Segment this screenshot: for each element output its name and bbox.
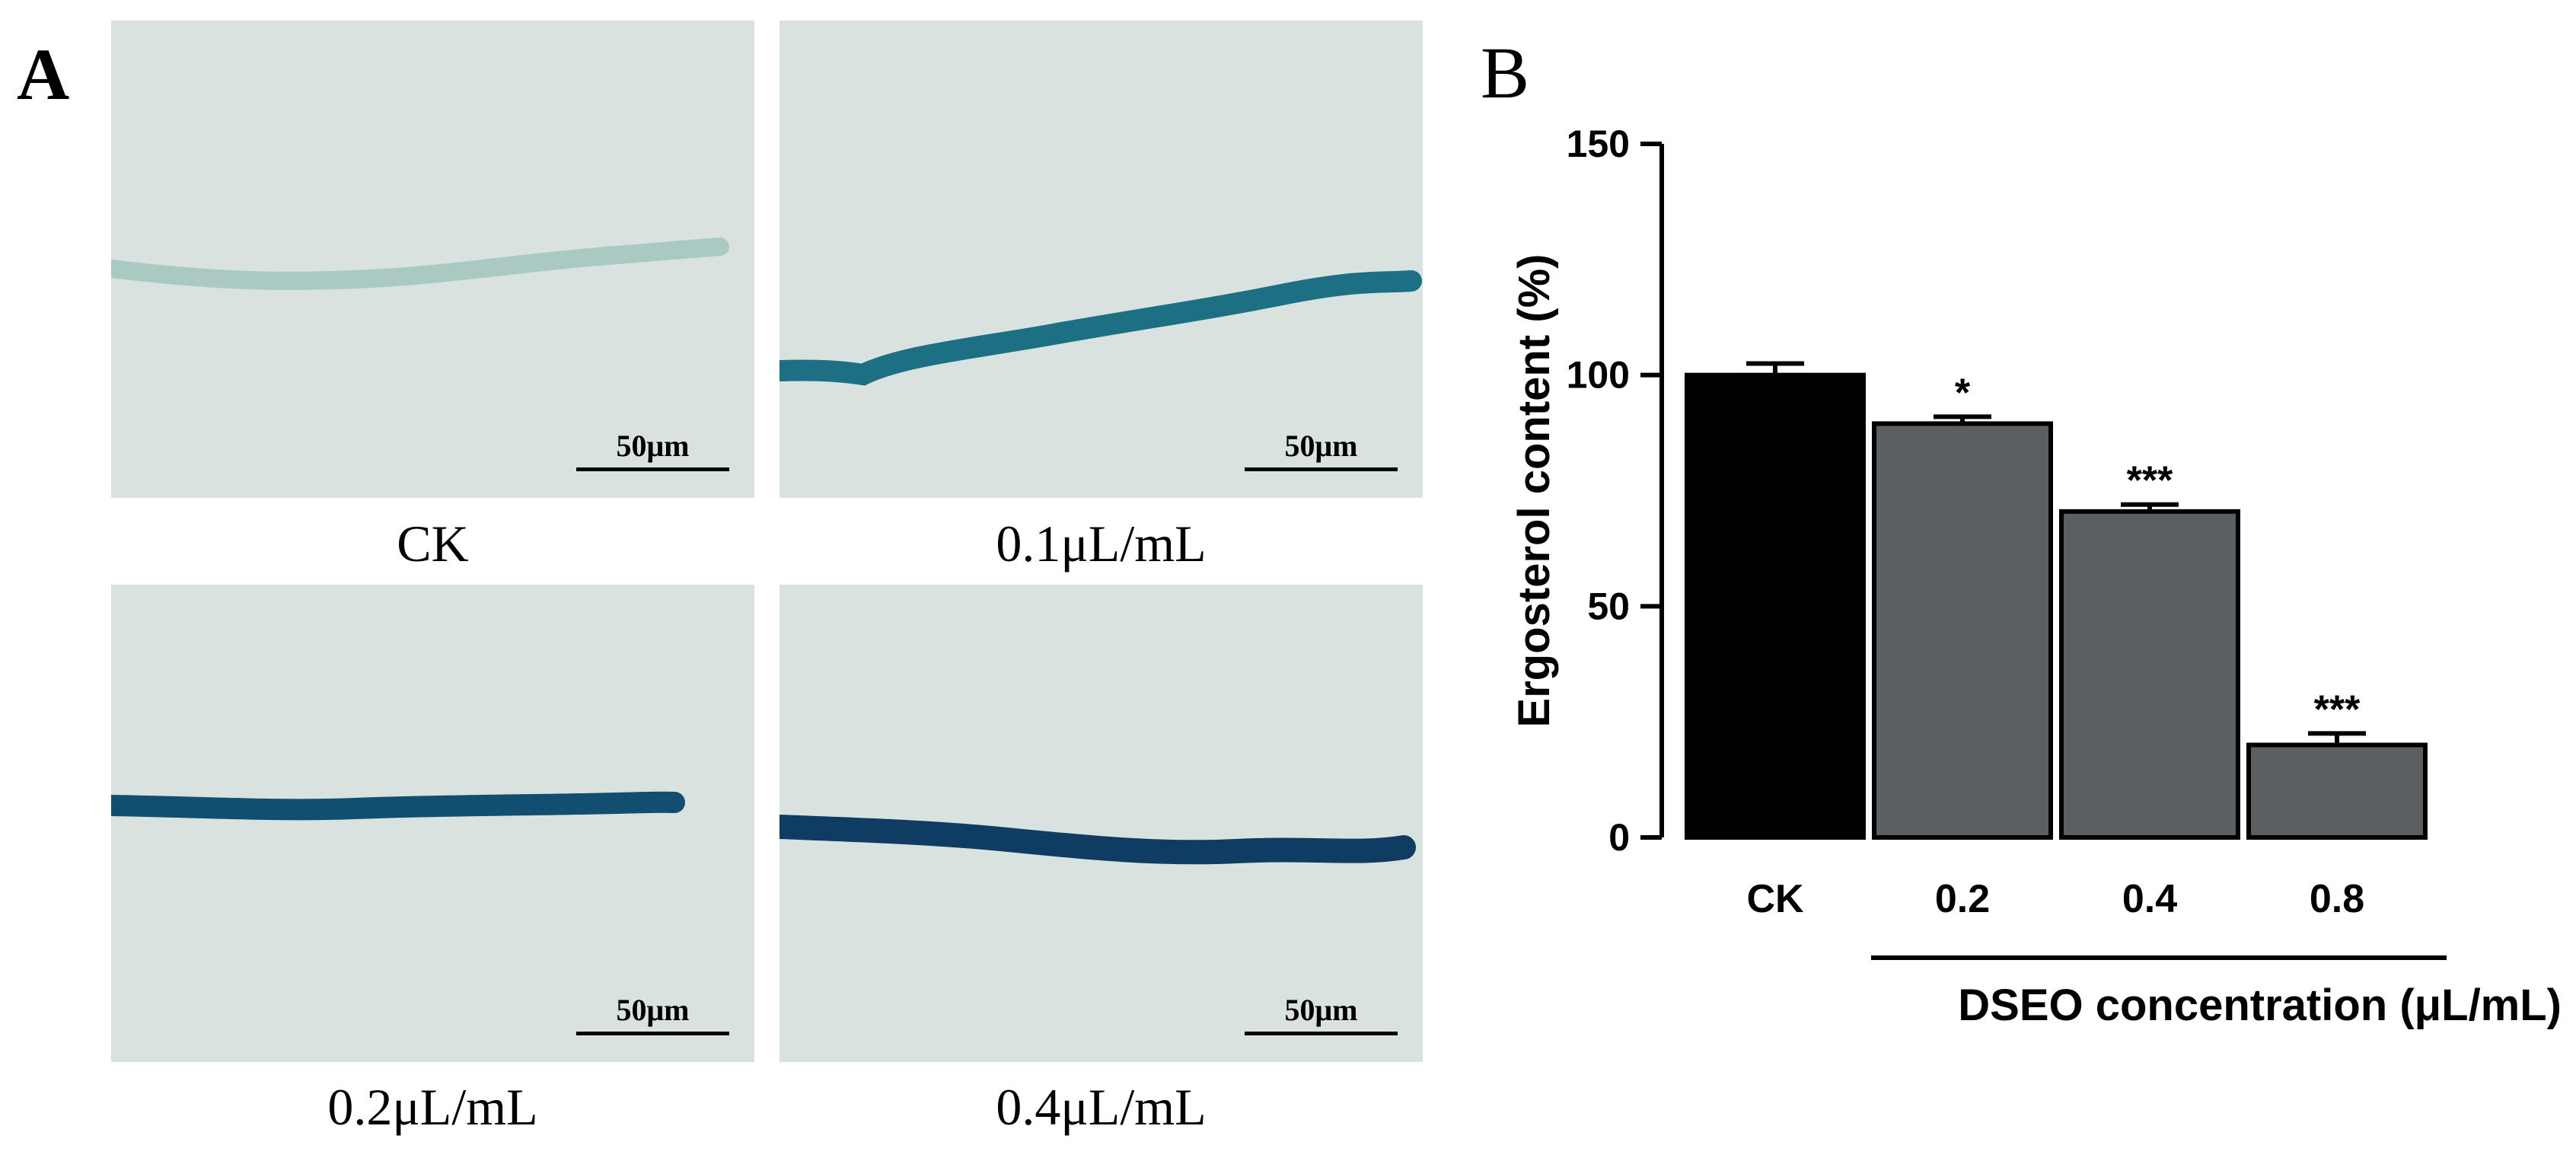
y-axis-label: Ergosterol content (%) <box>1510 254 1559 728</box>
caption-0-4: 0.4μL/mL <box>996 1078 1207 1136</box>
micrograph-0-4-image <box>779 585 1423 1062</box>
y-tick-label: 0 <box>1608 816 1630 859</box>
ergosterol-bar-chart: 0 50 100 150 Ergosterol content (%) CK * 0.2 ***… <box>1510 123 2562 1030</box>
caption-0-1: 0.1μL/mL <box>996 515 1207 573</box>
micrograph-0-2-image <box>111 585 754 1062</box>
significance-marker: *** <box>2314 687 2361 732</box>
micrograph-0-1: 50μm <box>779 21 1423 498</box>
significance-marker: * <box>1955 371 1971 415</box>
bar <box>1872 421 2053 840</box>
micrograph-ck-image <box>111 21 754 498</box>
micrograph-ck: 50μm <box>111 21 754 498</box>
significance-marker: *** <box>2127 459 2173 503</box>
x-tick-label: 0.4 <box>2122 877 2177 921</box>
scale-bar-label: 50μm <box>1284 429 1358 463</box>
scale-bar-label: 50μm <box>1284 993 1358 1027</box>
bar <box>2059 509 2240 840</box>
bar <box>1685 372 1866 840</box>
panel-a-letter: A <box>17 33 70 115</box>
scale-bar: 50μm <box>1245 995 1398 1035</box>
bar <box>2246 742 2428 840</box>
panel-b-letter: B <box>1481 32 1530 113</box>
scale-bar-label: 50μm <box>616 993 690 1027</box>
micrograph-0-4: 50μm <box>779 585 1423 1062</box>
y-tick-label: 100 <box>1567 354 1630 397</box>
x-tick-label: 0.2 <box>1935 877 1990 921</box>
caption-0-2: 0.2μL/mL <box>327 1078 538 1136</box>
x-tick-label: CK <box>1746 877 1804 921</box>
x-tick-label: 0.8 <box>2310 877 2364 921</box>
scale-bar-label: 50μm <box>616 429 690 463</box>
caption-ck: CK <box>397 515 469 573</box>
micrograph-0-2: 50μm <box>111 585 754 1062</box>
y-tick-label: 50 <box>1587 585 1630 627</box>
micrograph-0-1-image <box>779 21 1423 498</box>
y-tick-label: 150 <box>1567 123 1630 165</box>
scale-bar: 50μm <box>576 995 729 1035</box>
scale-bar: 50μm <box>1245 431 1398 471</box>
x-axis-label: DSEO concentration (μL/mL) <box>1958 981 2562 1030</box>
scale-bar: 50μm <box>576 431 729 471</box>
